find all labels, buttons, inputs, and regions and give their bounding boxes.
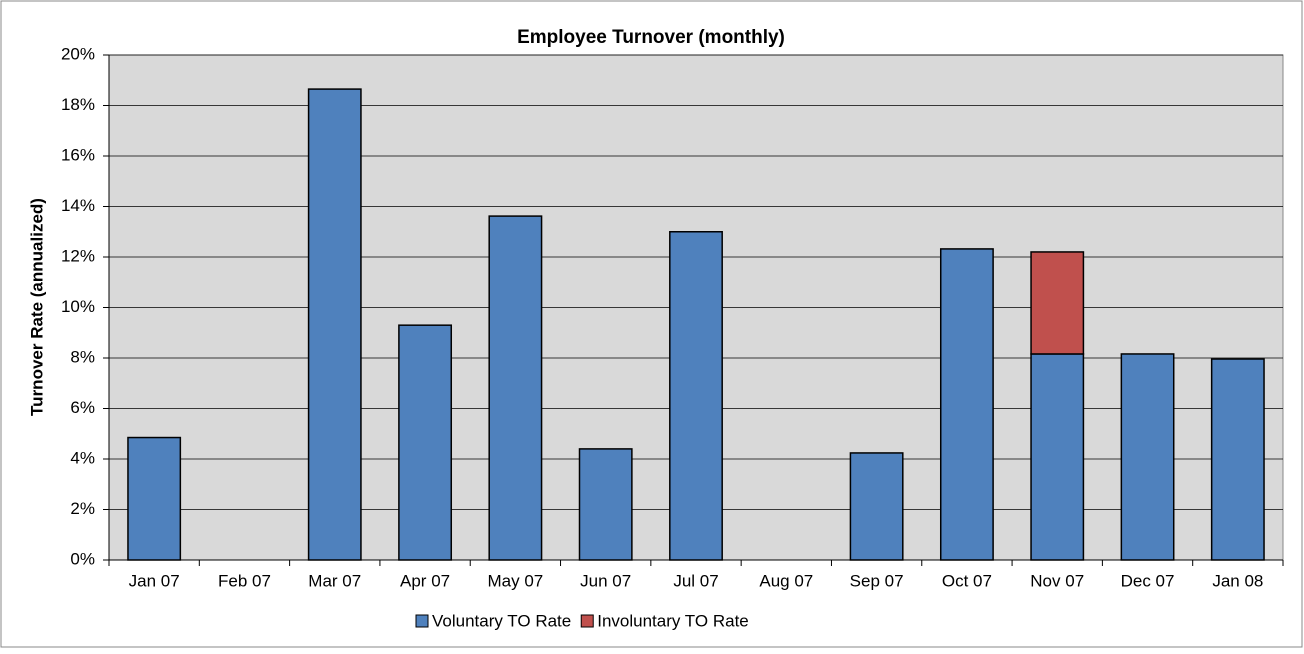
y-tick-label: 20% — [61, 44, 95, 63]
x-tick-label: Mar 07 — [308, 571, 361, 590]
y-tick-label: 6% — [70, 398, 95, 417]
x-tick-label: Feb 07 — [218, 571, 271, 590]
x-tick-label: May 07 — [488, 571, 544, 590]
legend-label: Involuntary TO Rate — [597, 611, 749, 630]
bar — [488, 215, 543, 561]
bar — [578, 448, 633, 561]
y-tick-label: 12% — [61, 246, 95, 265]
y-tick-label: 16% — [61, 145, 95, 164]
y-tick-label: 14% — [61, 196, 95, 215]
bar — [939, 248, 994, 561]
bar — [307, 88, 362, 561]
bar — [1120, 353, 1175, 561]
x-tick-label: Dec 07 — [1121, 571, 1175, 590]
legend-swatch — [580, 614, 594, 628]
x-tick-label: Aug 07 — [759, 571, 813, 590]
bar — [1030, 353, 1085, 561]
x-tick-label: Oct 07 — [942, 571, 992, 590]
legend-label: Voluntary TO Rate — [432, 611, 571, 630]
y-tick-label: 8% — [70, 347, 95, 366]
bar — [127, 436, 182, 561]
x-tick-label: Sep 07 — [850, 571, 904, 590]
x-tick-label: Jul 07 — [673, 571, 718, 590]
y-tick-label: 10% — [61, 297, 95, 316]
x-tick-label: Jun 07 — [580, 571, 631, 590]
y-tick-label: 0% — [70, 549, 95, 568]
y-tick-label: 2% — [70, 499, 95, 518]
bar — [1030, 251, 1085, 355]
x-tick-label: Apr 07 — [400, 571, 450, 590]
bar — [849, 452, 904, 561]
x-tick-label: Nov 07 — [1030, 571, 1084, 590]
x-tick-label: Jan 08 — [1212, 571, 1263, 590]
bar — [398, 324, 453, 561]
chart-title: Employee Turnover (monthly) — [517, 27, 785, 48]
x-tick-label: Jan 07 — [129, 571, 180, 590]
y-tick-label: 18% — [61, 95, 95, 114]
bar — [1210, 358, 1265, 561]
legend-swatch — [415, 614, 429, 628]
y-axis-label: Turnover Rate (annualized) — [27, 198, 46, 416]
bar — [669, 231, 723, 561]
y-tick-label: 4% — [70, 448, 95, 467]
